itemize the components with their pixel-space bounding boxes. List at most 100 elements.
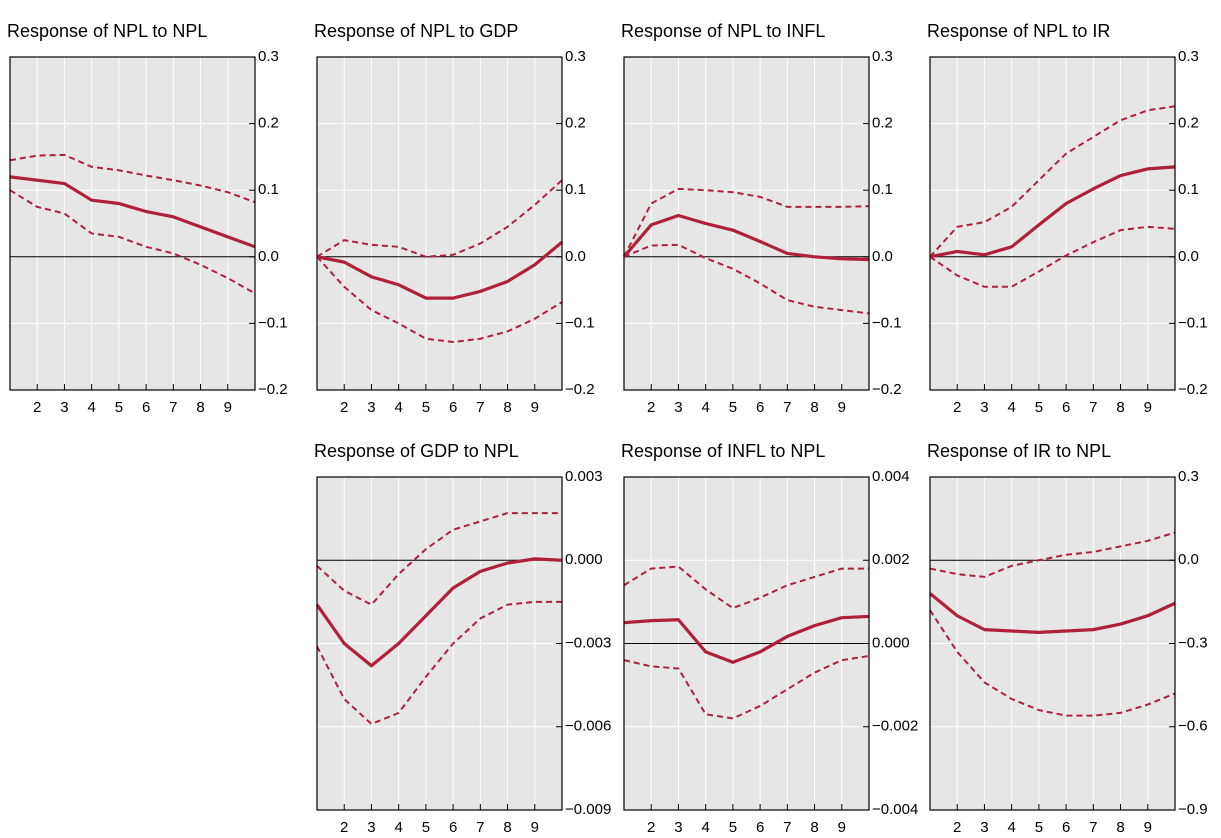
- x-tick-label: 7: [169, 399, 177, 416]
- y-tick-label: −0.003: [565, 634, 611, 651]
- y-tick-label: 0.002: [872, 551, 910, 568]
- x-tick-label: 4: [87, 399, 95, 416]
- y-tick-label: 0.2: [1178, 115, 1199, 132]
- y-tick-label: 0.004: [872, 468, 910, 485]
- panel: Response of IR to NPL 2 3 4 5 6 7 8 9 −0.9 −0.6 −0.…: [927, 441, 1208, 836]
- y-tick-label: 0.000: [872, 634, 910, 651]
- x-tick-label: 7: [1089, 399, 1097, 416]
- y-tick-label: 0.3: [565, 48, 586, 65]
- x-tick-label: 3: [674, 819, 682, 836]
- y-tick-label: 0.2: [258, 115, 279, 132]
- band-line: [9, 189, 256, 295]
- y-tick-label: 0.2: [872, 115, 893, 132]
- plot-frame: [316, 56, 563, 391]
- panel: Response of NPL to NPL 2 3 4 5 6 7 8 9 −0.2 −0.1 0.…: [7, 21, 288, 416]
- x-tick-label: 5: [1035, 819, 1043, 836]
- band-line: [623, 187, 870, 258]
- y-tick-label: −0.3: [1178, 634, 1208, 651]
- band-line: [929, 609, 1176, 717]
- y-tick-label: 0.2: [565, 115, 586, 132]
- y-tick-label: −0.2: [1178, 381, 1208, 398]
- plot-frame: [929, 476, 1176, 811]
- x-tick-label: 6: [449, 819, 457, 836]
- x-tick-label: 6: [756, 399, 764, 416]
- plot-area: [624, 57, 869, 390]
- band-line: [316, 600, 562, 725]
- panel-title: Response of IR to NPL: [927, 441, 1111, 461]
- y-tick-label: 0.1: [258, 181, 279, 198]
- x-tick-label: 5: [422, 819, 430, 836]
- panel-title: Response of GDP to NPL: [314, 441, 519, 461]
- y-tick-label: 0.0: [258, 248, 279, 265]
- x-tick-label: 6: [756, 819, 764, 836]
- y-tick-label: −0.2: [565, 381, 595, 398]
- x-tick-label: 8: [1116, 399, 1124, 416]
- x-tick-label: 4: [394, 819, 402, 836]
- x-tick-label: 7: [783, 819, 791, 836]
- band-line: [623, 243, 870, 315]
- x-tick-label: 2: [647, 819, 655, 836]
- x-tick-label: 8: [503, 399, 511, 416]
- response-line: [315, 557, 563, 668]
- y-tick-label: −0.006: [565, 718, 611, 735]
- y-tick-label: 0.000: [565, 551, 603, 568]
- y-tick-label: −0.009: [565, 801, 611, 818]
- x-tick-label: 2: [647, 399, 655, 416]
- band-line: [623, 654, 870, 720]
- x-tick-label: 6: [449, 399, 457, 416]
- x-tick-label: 4: [701, 399, 709, 416]
- x-tick-label: 8: [196, 399, 204, 416]
- band-line: [929, 105, 1176, 258]
- x-tick-label: 4: [1007, 819, 1015, 836]
- x-tick-label: 9: [1144, 399, 1152, 416]
- panel-title: Response of NPL to GDP: [314, 21, 518, 41]
- band-line: [929, 531, 1176, 578]
- y-tick-label: 0.1: [565, 181, 586, 198]
- x-tick-label: 2: [340, 819, 348, 836]
- x-tick-label: 4: [1007, 399, 1015, 416]
- plot-area: [10, 57, 255, 390]
- panel: Response of NPL to INFL 2 3 4 5 6 7 8 9 −0.2 −0.1 0…: [621, 21, 902, 416]
- band-line: [316, 512, 562, 606]
- x-tick-label: 9: [838, 819, 846, 836]
- x-tick-label: 6: [142, 399, 150, 416]
- x-tick-label: 4: [701, 819, 709, 836]
- band-line: [9, 153, 256, 204]
- x-tick-label: 7: [1089, 819, 1097, 836]
- x-tick-label: 7: [476, 819, 484, 836]
- x-tick-label: 9: [838, 399, 846, 416]
- panel: Response of NPL to GDP 2 3 4 5 6 7 8 9 −0.2 −0.1 0.…: [314, 21, 595, 416]
- y-tick-label: 0.3: [258, 48, 279, 65]
- y-tick-label: 0.3: [1178, 48, 1199, 65]
- plot-area: [930, 57, 1175, 390]
- x-tick-label: 2: [953, 819, 961, 836]
- x-tick-label: 6: [1062, 399, 1070, 416]
- panel-title: Response of INFL to NPL: [621, 441, 825, 461]
- y-tick-label: −0.1: [565, 314, 595, 331]
- x-tick-label: 3: [367, 819, 375, 836]
- x-tick-label: 9: [1144, 819, 1152, 836]
- x-tick-label: 4: [394, 399, 402, 416]
- band-line: [316, 179, 563, 258]
- x-tick-label: 9: [531, 819, 539, 836]
- x-tick-label: 3: [674, 399, 682, 416]
- y-tick-label: 0.003: [565, 468, 603, 485]
- x-tick-label: 3: [980, 399, 988, 416]
- panel-title: Response of NPL to INFL: [621, 21, 825, 41]
- response-line: [623, 614, 870, 664]
- x-tick-label: 9: [224, 399, 232, 416]
- response-line: [929, 165, 1176, 259]
- y-tick-label: 0.0: [872, 248, 893, 265]
- response-line: [622, 213, 870, 262]
- y-tick-label: 0.0: [1178, 551, 1199, 568]
- x-tick-label: 2: [33, 399, 41, 416]
- panel: Response of INFL to NPL 2 3 4 5 6 7 8 9 −0.004 −0.…: [621, 441, 918, 836]
- x-tick-label: 2: [340, 399, 348, 416]
- x-tick-label: 8: [1116, 819, 1124, 836]
- y-tick-label: 0.3: [1178, 468, 1199, 485]
- y-tick-label: −0.1: [258, 314, 288, 331]
- y-tick-label: −0.002: [872, 718, 918, 735]
- y-tick-label: 0.3: [872, 48, 893, 65]
- x-tick-label: 5: [729, 399, 737, 416]
